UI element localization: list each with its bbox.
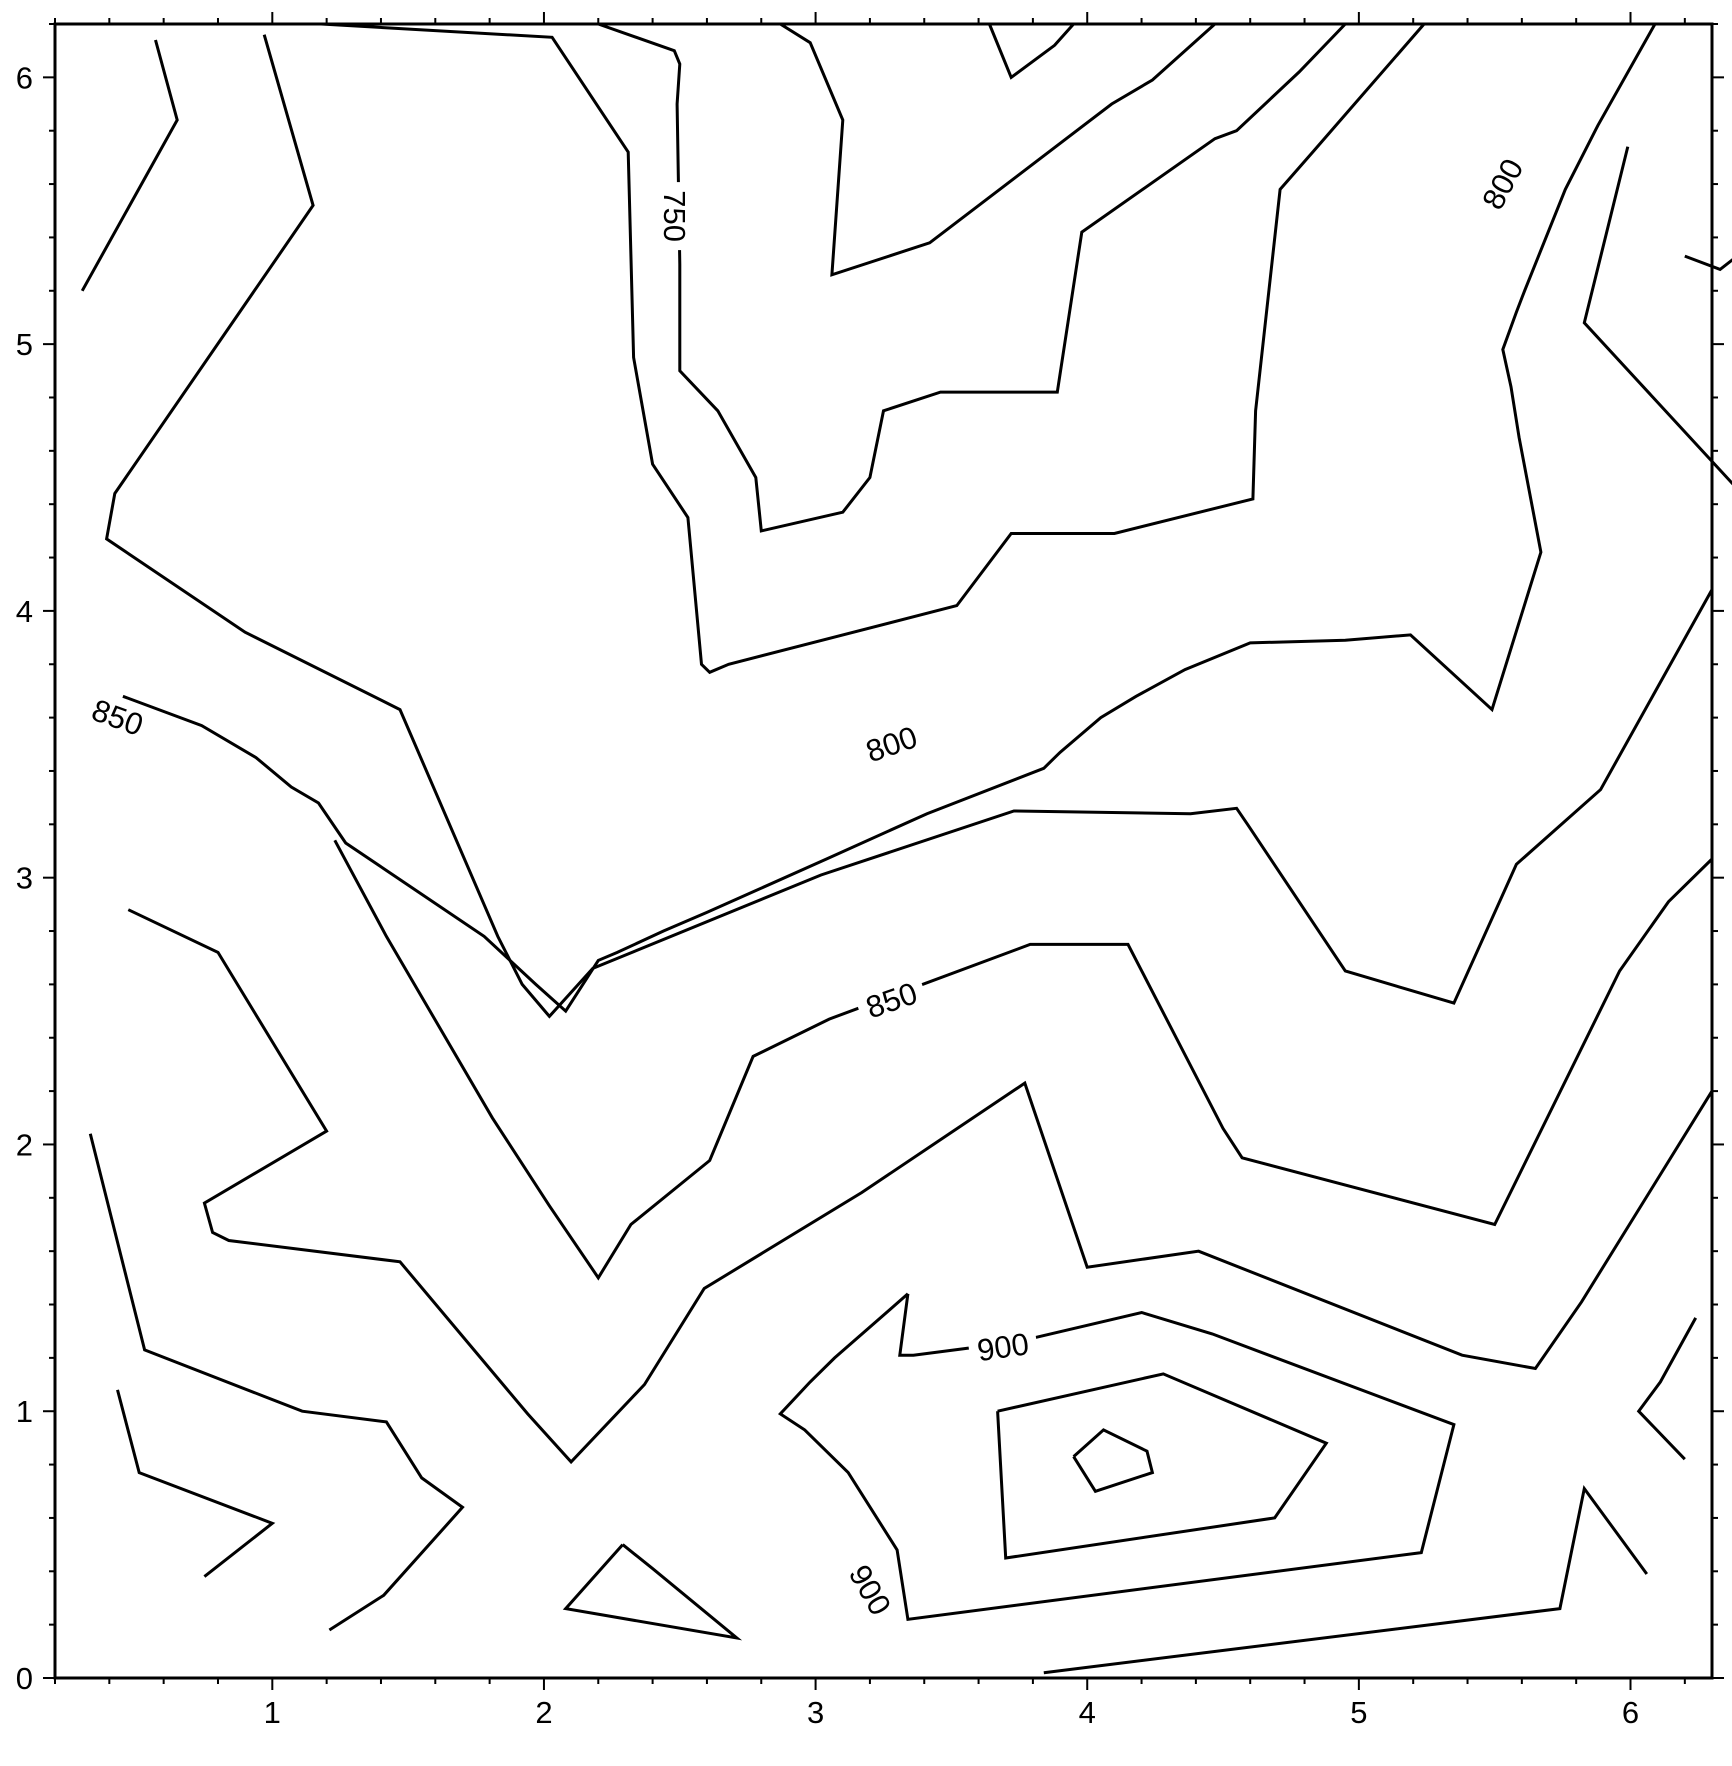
contour-line-800 xyxy=(122,23,1657,1014)
y-tick-label: 2 xyxy=(16,1127,33,1162)
contour-label-gap xyxy=(853,715,930,774)
contour-label-gap xyxy=(836,1551,904,1629)
contour-line-850 xyxy=(1582,146,1732,486)
x-tick-label: 1 xyxy=(264,1695,281,1730)
contour-line-900 xyxy=(1636,1317,1698,1461)
y-tick-label: 6 xyxy=(16,60,33,95)
contour-line-800 xyxy=(779,22,1216,277)
x-tick-label: 2 xyxy=(535,1695,552,1730)
contour-line-800 xyxy=(321,22,1426,675)
contour-label: 900 xyxy=(836,1551,904,1629)
y-tick-label: 5 xyxy=(16,327,33,362)
x-tick-label: 5 xyxy=(1350,1695,1367,1730)
contour-lines xyxy=(80,22,1732,1675)
contour-line-850 xyxy=(116,1389,276,1578)
contour-label-gap xyxy=(966,1323,1040,1371)
contour-label-gap xyxy=(853,971,930,1030)
contour-line-850 xyxy=(333,839,1714,1281)
y-tick-label: 3 xyxy=(16,861,33,896)
contour-label: 800 xyxy=(853,715,930,774)
contour-line-900 xyxy=(1072,1428,1155,1494)
contour-line-850 xyxy=(104,34,1714,1019)
y-tick-label: 1 xyxy=(16,1394,33,1429)
x-axis-tick-labels: 1 2 3 4 5 6 xyxy=(264,1695,1639,1730)
x-tick-label: 6 xyxy=(1622,1695,1639,1730)
contour-label-text: 850 xyxy=(861,975,921,1025)
contour-line-850 xyxy=(80,39,179,292)
contour-label-text: 900 xyxy=(975,1326,1031,1368)
contour-label: 750 xyxy=(655,182,694,251)
contour-label-text: 750 xyxy=(657,190,692,242)
contour-label: 850 xyxy=(853,971,930,1030)
contour-label: 900 xyxy=(966,1323,1040,1371)
contour-line-850 xyxy=(562,1543,743,1641)
y-tick-label: 4 xyxy=(16,594,33,629)
contour-label: 850 xyxy=(79,688,156,748)
x-tick-label: 3 xyxy=(807,1695,824,1730)
contour-line-850 xyxy=(127,908,1714,1465)
y-axis-tick-labels: 0 1 2 3 4 5 6 xyxy=(16,60,33,1696)
contour-line-750 xyxy=(988,23,1075,80)
contour-label-gap xyxy=(1470,145,1536,224)
axis-ticks xyxy=(43,12,1724,1690)
contour-line-900 xyxy=(996,1372,1329,1560)
contour-line-750 xyxy=(597,22,1347,533)
x-tick-label: 4 xyxy=(1079,1695,1096,1730)
contour-labels: 750 800 800 850 850 900 900 xyxy=(79,145,1536,1629)
contour-line-900 xyxy=(1043,1484,1649,1675)
contour-line-900 xyxy=(777,1292,1456,1621)
contour-label-gap xyxy=(79,688,156,748)
contour-label-gap xyxy=(655,182,694,251)
contour-line-800 xyxy=(1684,254,1732,272)
contour-line-850 xyxy=(88,1133,465,1632)
y-tick-label: 0 xyxy=(16,1661,33,1696)
plot-frame xyxy=(53,22,1714,1680)
contour-label-text: 800 xyxy=(861,719,921,769)
contour-label: 800 xyxy=(1470,145,1536,224)
